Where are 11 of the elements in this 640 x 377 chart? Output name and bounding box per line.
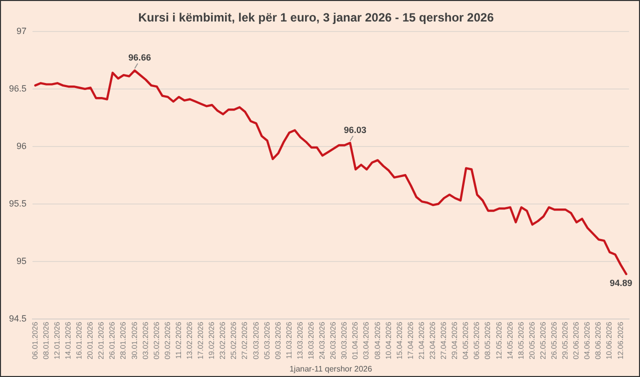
y-tick-label: 96.5	[8, 83, 27, 94]
x-axis-title: 1janar-11 qershor 2026	[289, 364, 373, 374]
data-label: 94.89	[610, 278, 632, 288]
data-label: 96.66	[128, 52, 151, 62]
data-label: 96.03	[344, 124, 366, 135]
y-tick-label: 94.5	[8, 313, 27, 324]
y-tick-label: 95	[16, 256, 27, 266]
chart-title: Kursi i këmbimit, lek për 1 euro, 3 janar 2026 - 15 qershor 2026	[138, 10, 494, 25]
y-tick-label: 97	[16, 26, 27, 36]
y-tick-label: 96	[16, 140, 27, 151]
y-tick-label: 95.5	[8, 198, 27, 208]
